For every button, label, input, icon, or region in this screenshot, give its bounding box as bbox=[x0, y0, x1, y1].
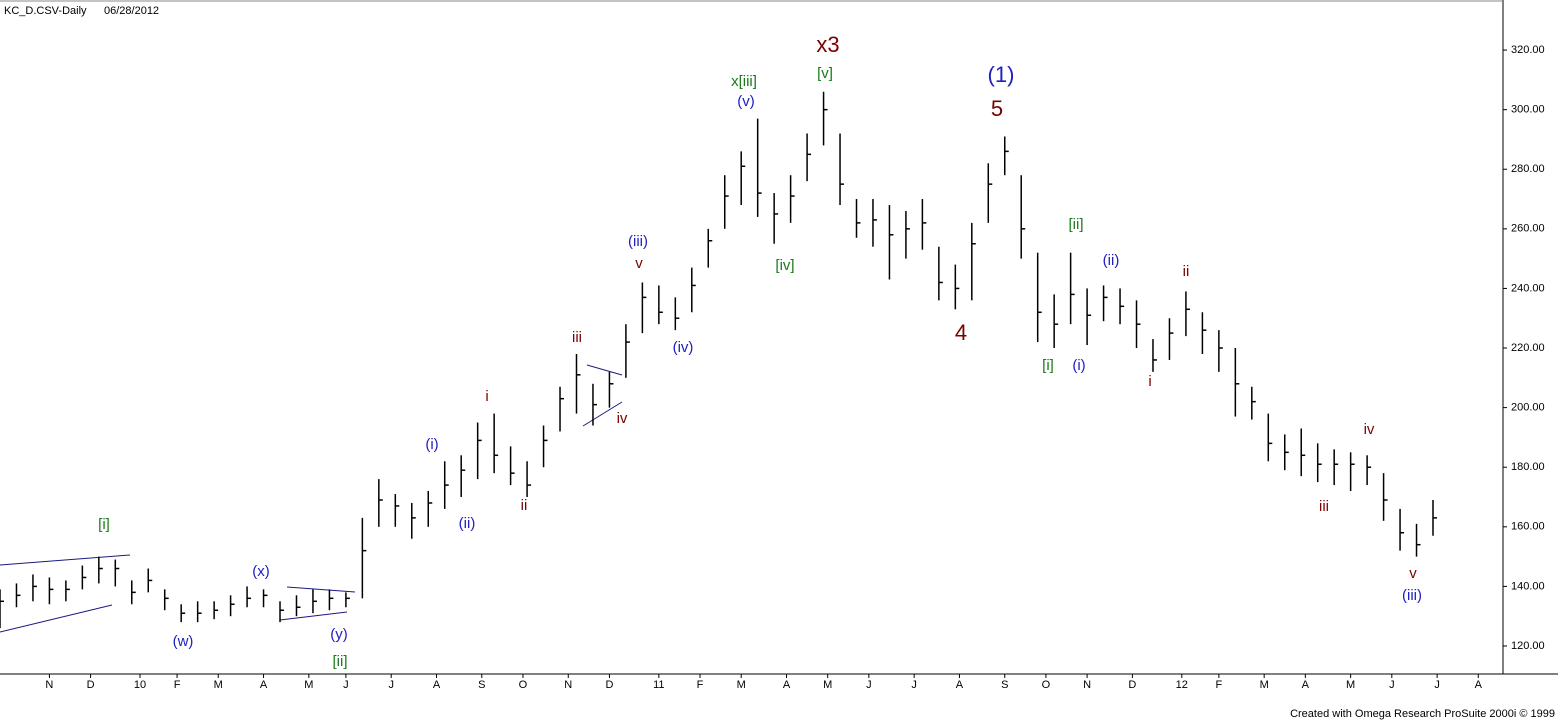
wave-label: (i) bbox=[425, 436, 438, 453]
x-tick-label: J bbox=[866, 679, 872, 691]
trend-line bbox=[0, 554, 131, 566]
wave-label: (iii) bbox=[1402, 587, 1422, 604]
x-tick-label: J bbox=[343, 679, 349, 691]
x-tick-label: 10 bbox=[134, 679, 146, 691]
x-tick-label: M bbox=[1346, 679, 1355, 691]
y-tick-label: 180.00 bbox=[1511, 461, 1545, 473]
trend-lines bbox=[0, 364, 623, 633]
wave-label: (y) bbox=[330, 626, 348, 643]
x-tick-label: D bbox=[1128, 679, 1136, 691]
wave-label: ii bbox=[1183, 263, 1190, 280]
wave-label: (i) bbox=[1072, 357, 1085, 374]
wave-label: v bbox=[635, 255, 643, 272]
x-tick-label: A bbox=[1475, 679, 1483, 691]
x-tick-label: M bbox=[304, 679, 313, 691]
trend-line bbox=[279, 611, 348, 621]
x-tick-label: J bbox=[388, 679, 394, 691]
wave-label: i bbox=[1148, 373, 1151, 390]
wave-label: iii bbox=[572, 329, 582, 346]
x-tick-label: J bbox=[1434, 679, 1440, 691]
trend-line bbox=[582, 401, 623, 427]
x-tick-label: D bbox=[605, 679, 613, 691]
trend-line bbox=[286, 586, 356, 593]
x-tick-label: A bbox=[260, 679, 268, 691]
x-tick-label: A bbox=[956, 679, 964, 691]
y-tick-label: 300.00 bbox=[1511, 104, 1545, 116]
wave-label: (iv) bbox=[673, 339, 694, 356]
x-tick-label: 12 bbox=[1176, 679, 1188, 691]
wave-label: ii bbox=[521, 497, 528, 514]
x-tick-label: M bbox=[1260, 679, 1269, 691]
wave-label: (1) bbox=[988, 62, 1015, 87]
wave-label: (ii) bbox=[1103, 252, 1120, 269]
x-tick-label: S bbox=[478, 679, 485, 691]
x-tick-label: M bbox=[214, 679, 223, 691]
wave-label: (x) bbox=[252, 563, 270, 580]
y-tick-label: 140.00 bbox=[1511, 580, 1545, 592]
wave-label: (w) bbox=[173, 633, 194, 650]
x-tick-label: D bbox=[87, 679, 95, 691]
y-tick-label: 160.00 bbox=[1511, 521, 1545, 533]
y-tick-label: 200.00 bbox=[1511, 402, 1545, 414]
x-tick-label: F bbox=[1216, 679, 1223, 691]
wave-label: [v] bbox=[817, 65, 833, 82]
wave-label: v bbox=[1409, 565, 1417, 582]
wave-label: 4 bbox=[955, 320, 967, 345]
wave-label: [ii] bbox=[333, 653, 348, 670]
wave-label: i bbox=[485, 388, 488, 405]
chart-title: KC_D.CSV-Daily bbox=[4, 5, 87, 17]
x-tick-label: A bbox=[783, 679, 791, 691]
trend-line bbox=[0, 604, 113, 633]
x-tick-label: A bbox=[433, 679, 441, 691]
wave-label: (ii) bbox=[459, 515, 476, 532]
y-tick-label: 280.00 bbox=[1511, 163, 1545, 175]
x-tick-label: N bbox=[45, 679, 53, 691]
y-tick-label: 240.00 bbox=[1511, 282, 1545, 294]
wave-label: iii bbox=[1319, 498, 1329, 515]
x-tick-label: F bbox=[697, 679, 704, 691]
wave-label: [ii] bbox=[1069, 216, 1084, 233]
wave-label: iv bbox=[1364, 421, 1375, 438]
x-tick-label: 11 bbox=[653, 679, 664, 691]
x-tick-label: M bbox=[737, 679, 746, 691]
wave-label: (v) bbox=[737, 93, 755, 110]
wave-label: [i] bbox=[1042, 357, 1054, 374]
footer: Created with Omega Research ProSuite 200… bbox=[1290, 708, 1555, 720]
wave-label: x[iii] bbox=[731, 73, 757, 90]
x-tick-label: A bbox=[1302, 679, 1310, 691]
x-tick-label: M bbox=[823, 679, 832, 691]
y-tick-label: 220.00 bbox=[1511, 342, 1545, 354]
wave-label: 5 bbox=[991, 96, 1003, 121]
y-tick-label: 120.00 bbox=[1511, 640, 1545, 652]
x-tick-label: S bbox=[1001, 679, 1008, 691]
wave-label: iv bbox=[617, 410, 628, 427]
y-tick-label: 260.00 bbox=[1511, 223, 1545, 235]
x-tick-label: F bbox=[174, 679, 181, 691]
x-tick-label: N bbox=[1083, 679, 1091, 691]
wave-label: [iv] bbox=[775, 257, 794, 274]
chart-date: 06/28/2012 bbox=[104, 5, 159, 17]
wave-label: [i] bbox=[98, 516, 110, 533]
y-tick-label: 320.00 bbox=[1511, 44, 1545, 56]
trend-line bbox=[586, 364, 623, 376]
wave-label: (iii) bbox=[628, 233, 648, 250]
x-tick-label: O bbox=[519, 679, 528, 691]
x-tick-label: N bbox=[564, 679, 572, 691]
x-tick-label: O bbox=[1042, 679, 1051, 691]
x-tick-label: J bbox=[911, 679, 917, 691]
x-tick-label: J bbox=[1389, 679, 1395, 691]
wave-label: x3 bbox=[816, 32, 839, 57]
